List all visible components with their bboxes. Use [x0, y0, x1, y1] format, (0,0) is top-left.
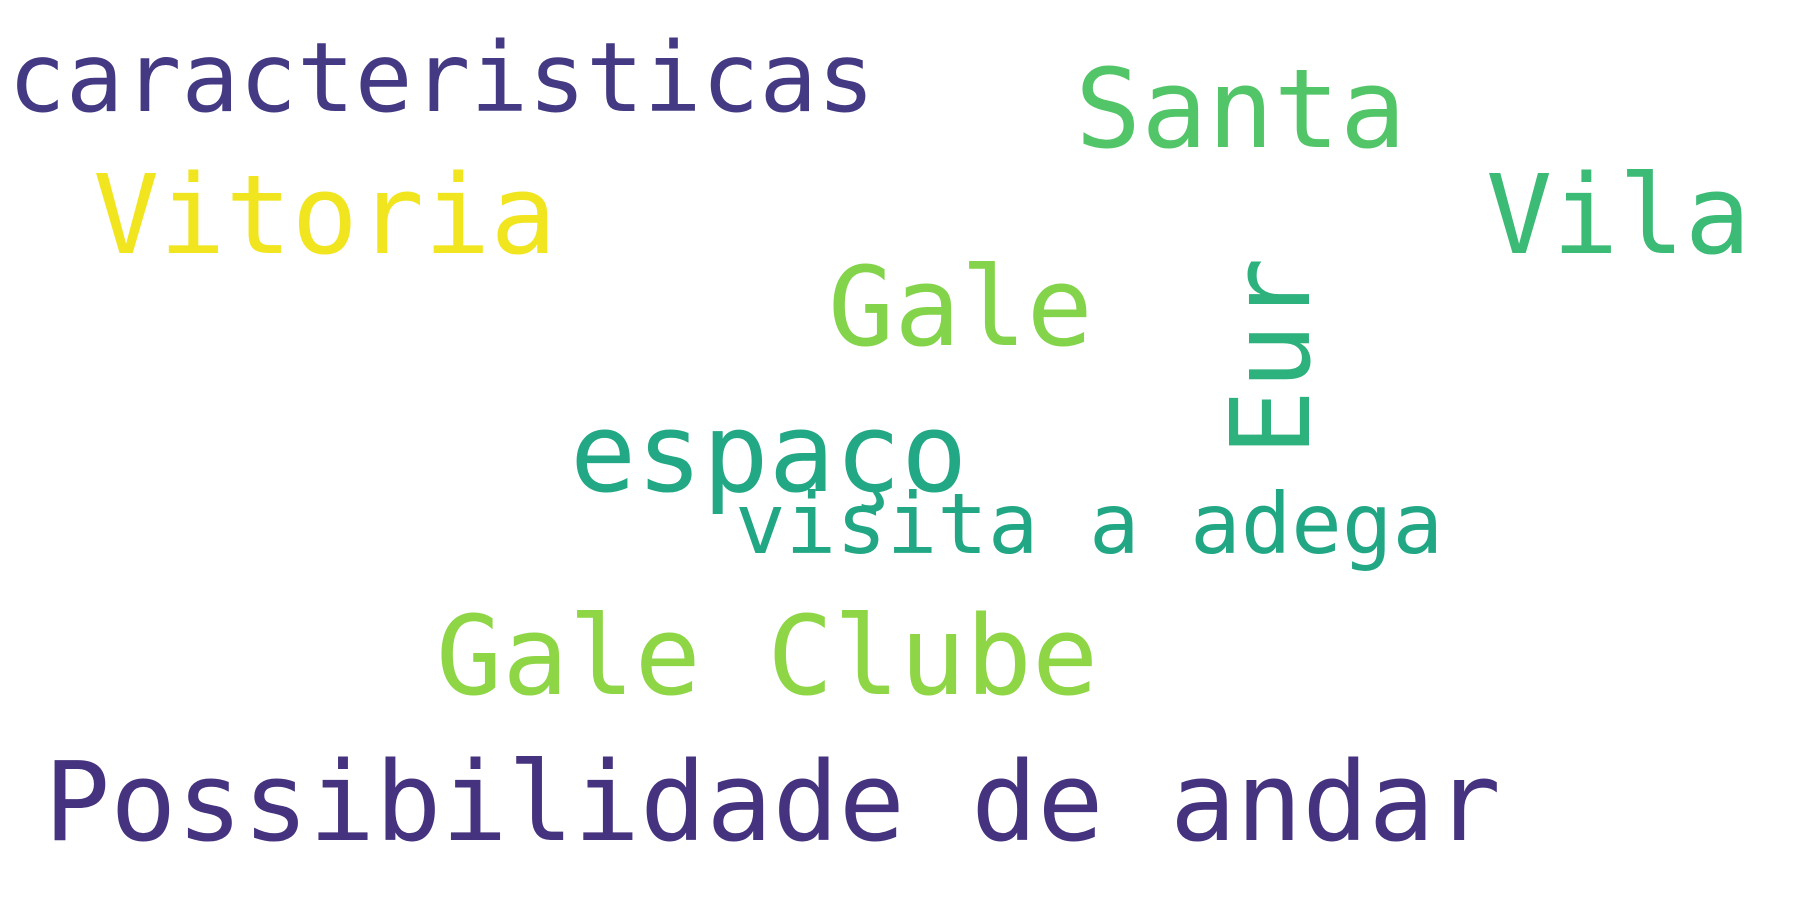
word-espaco: espaço [570, 389, 968, 517]
word-possibilidade-de-andar: Possibilidade de andar [44, 738, 1501, 866]
word-gale: Gale [828, 243, 1093, 371]
word-gale-clube: Gale Clube [436, 592, 1099, 720]
word-vitoria: Vitoria [93, 151, 557, 279]
word-caracteristicas: caracteristicas [8, 22, 875, 134]
word-vila: Vila [1486, 151, 1751, 279]
word-visita-a-adega: visita a adega [735, 475, 1444, 573]
word-santa: Santa [1075, 45, 1407, 173]
word-eur: Eur [1207, 257, 1335, 456]
